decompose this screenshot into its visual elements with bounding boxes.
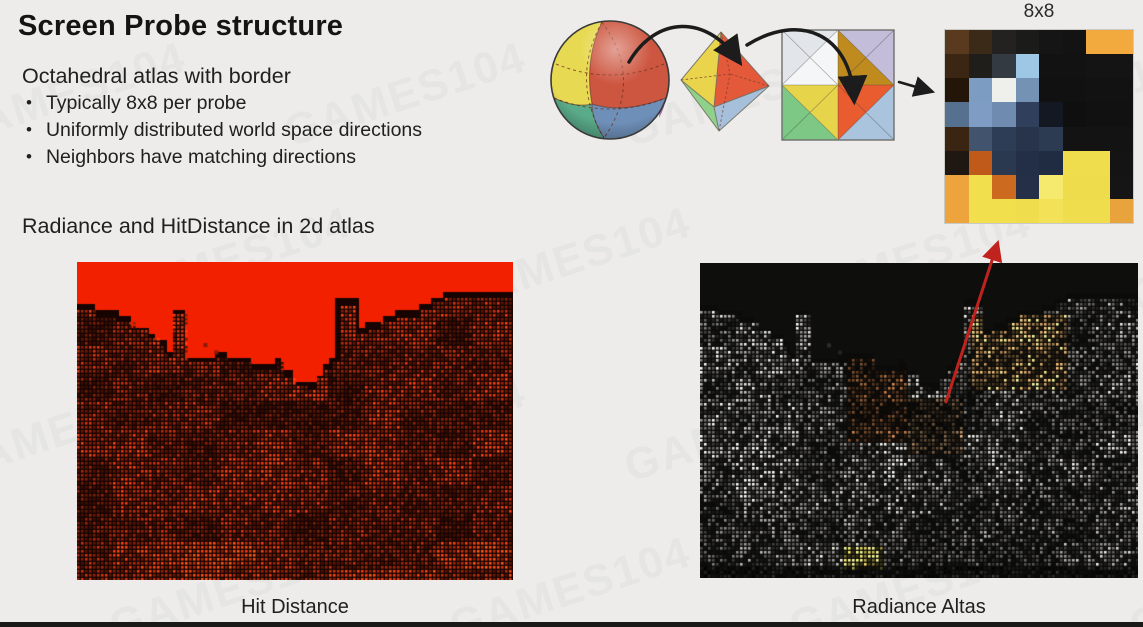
probe-grid-cell (1109, 30, 1133, 55)
map-to-grid-arrow-icon (897, 76, 936, 97)
octahedron-front-edges (680, 31, 770, 132)
probe-grid-cell (1062, 150, 1086, 175)
probe-grid-cell (945, 150, 969, 175)
probe-grid-cell (1015, 30, 1039, 55)
probe-grid-cell (1062, 54, 1086, 79)
probe-grid-cell (945, 30, 969, 55)
bullet-text: Uniformly distributed world space direct… (45, 119, 423, 141)
octahedral-map-figure (781, 29, 895, 141)
probe-grid-cell (1015, 102, 1039, 127)
probe-grid-cell (1062, 30, 1086, 55)
probe-grid-cell (968, 54, 992, 79)
bullet-text: Neighbors have matching directions (45, 146, 356, 168)
bullet-list: • Typically 8x8 per probe • Uniformly distr… (26, 92, 422, 173)
probe-grid-cell (945, 126, 969, 151)
page-title: Screen Probe structure (18, 10, 344, 42)
probe-grid-cell (1062, 198, 1086, 223)
probe-grid-cell (1015, 126, 1039, 151)
section-label: Radiance and HitDistance in 2d atlas (22, 214, 375, 238)
probe-grid-cell (968, 150, 992, 175)
probe-grid-cell (1039, 78, 1063, 103)
probe-grid-cell (1086, 30, 1110, 55)
octahedron-figure (680, 31, 770, 132)
probe-grid-cell (1062, 126, 1086, 151)
probe-grid-cell (968, 78, 992, 103)
probe-grid-cell (1015, 150, 1039, 175)
probe-grid-cell (992, 126, 1016, 151)
bullet-item: • Uniformly distributed world space direc… (26, 119, 422, 146)
probe-grid-cell (992, 150, 1016, 175)
probe-grid-cell (1039, 198, 1063, 223)
probe-grid-cell (1109, 78, 1133, 103)
probe-grid-cell (1086, 174, 1110, 199)
probe-grid-cell (1062, 102, 1086, 127)
bullet-marker: • (26, 93, 32, 112)
probe-grid-cell (1015, 198, 1039, 223)
probe-grid-cell (1039, 54, 1063, 79)
probe-grid-cell (1109, 126, 1133, 151)
probe-grid-cell (945, 198, 969, 223)
probe-grid-cell (968, 126, 992, 151)
probe-grid-cell (968, 174, 992, 199)
bullet-marker: • (26, 147, 32, 166)
probe-grid-cell (945, 102, 969, 127)
probe-grid-cell (1039, 126, 1063, 151)
probe-grid-cell (945, 174, 969, 199)
probe-grid-cell (1109, 54, 1133, 79)
probe-grid-cell (945, 54, 969, 79)
probe-grid-cell (1039, 30, 1063, 55)
radiance-atlas-image (700, 263, 1138, 578)
hit-distance-atlas-image (77, 262, 513, 580)
probe-grid-cell (1109, 198, 1133, 223)
sphere-outline (550, 20, 670, 140)
octahedron-red-face (714, 32, 769, 107)
probe-grid-cell (968, 198, 992, 223)
probe-grid-label: 8x8 (1023, 1, 1055, 22)
probe-grid-cell (1086, 126, 1110, 151)
probe-grid (944, 29, 1134, 224)
bottom-edge-bar (0, 622, 1143, 627)
probe-grid-cell (992, 78, 1016, 103)
probe-grid-cell (1062, 174, 1086, 199)
probe-grid-cell (992, 102, 1016, 127)
probe-grid-cell (1015, 54, 1039, 79)
probe-grid-cell (1062, 78, 1086, 103)
probe-grid-cell (1039, 174, 1063, 199)
radiance-caption: Radiance Altas (852, 596, 986, 618)
probe-grid-cell (1109, 102, 1133, 127)
probe-grid-cell (992, 30, 1016, 55)
map-diagonals (781, 29, 895, 141)
hit-distance-caption: Hit Distance (241, 596, 349, 618)
probe-grid-cell (992, 174, 1016, 199)
octahedron-hidden-edges (680, 31, 770, 132)
probe-grid-cell (992, 54, 1016, 79)
probe-grid-cell (1109, 174, 1133, 199)
bullet-text: Typically 8x8 per probe (45, 92, 247, 114)
bullet-marker: • (26, 120, 32, 139)
uv-sphere-figure (550, 20, 670, 140)
probe-grid-cell (1086, 78, 1110, 103)
bullet-item: • Typically 8x8 per probe (26, 92, 422, 119)
probe-grid-cell (945, 78, 969, 103)
probe-grid-cell (992, 198, 1016, 223)
probe-grid-cell (1015, 78, 1039, 103)
probe-grid-cell (1086, 150, 1110, 175)
probe-grid-cell (1086, 54, 1110, 79)
probe-grid-cell (1039, 150, 1063, 175)
probe-grid-cell (968, 102, 992, 127)
probe-grid-cell (968, 30, 992, 55)
probe-grid-cell (1015, 174, 1039, 199)
probe-grid-cell (1109, 150, 1133, 175)
probe-grid-cell (1086, 102, 1110, 127)
probe-grid-cell (1039, 102, 1063, 127)
subtitle: Octahedral atlas with border (22, 64, 291, 88)
bullet-item: • Neighbors have matching directions (26, 146, 422, 173)
probe-grid-cell (1086, 198, 1110, 223)
